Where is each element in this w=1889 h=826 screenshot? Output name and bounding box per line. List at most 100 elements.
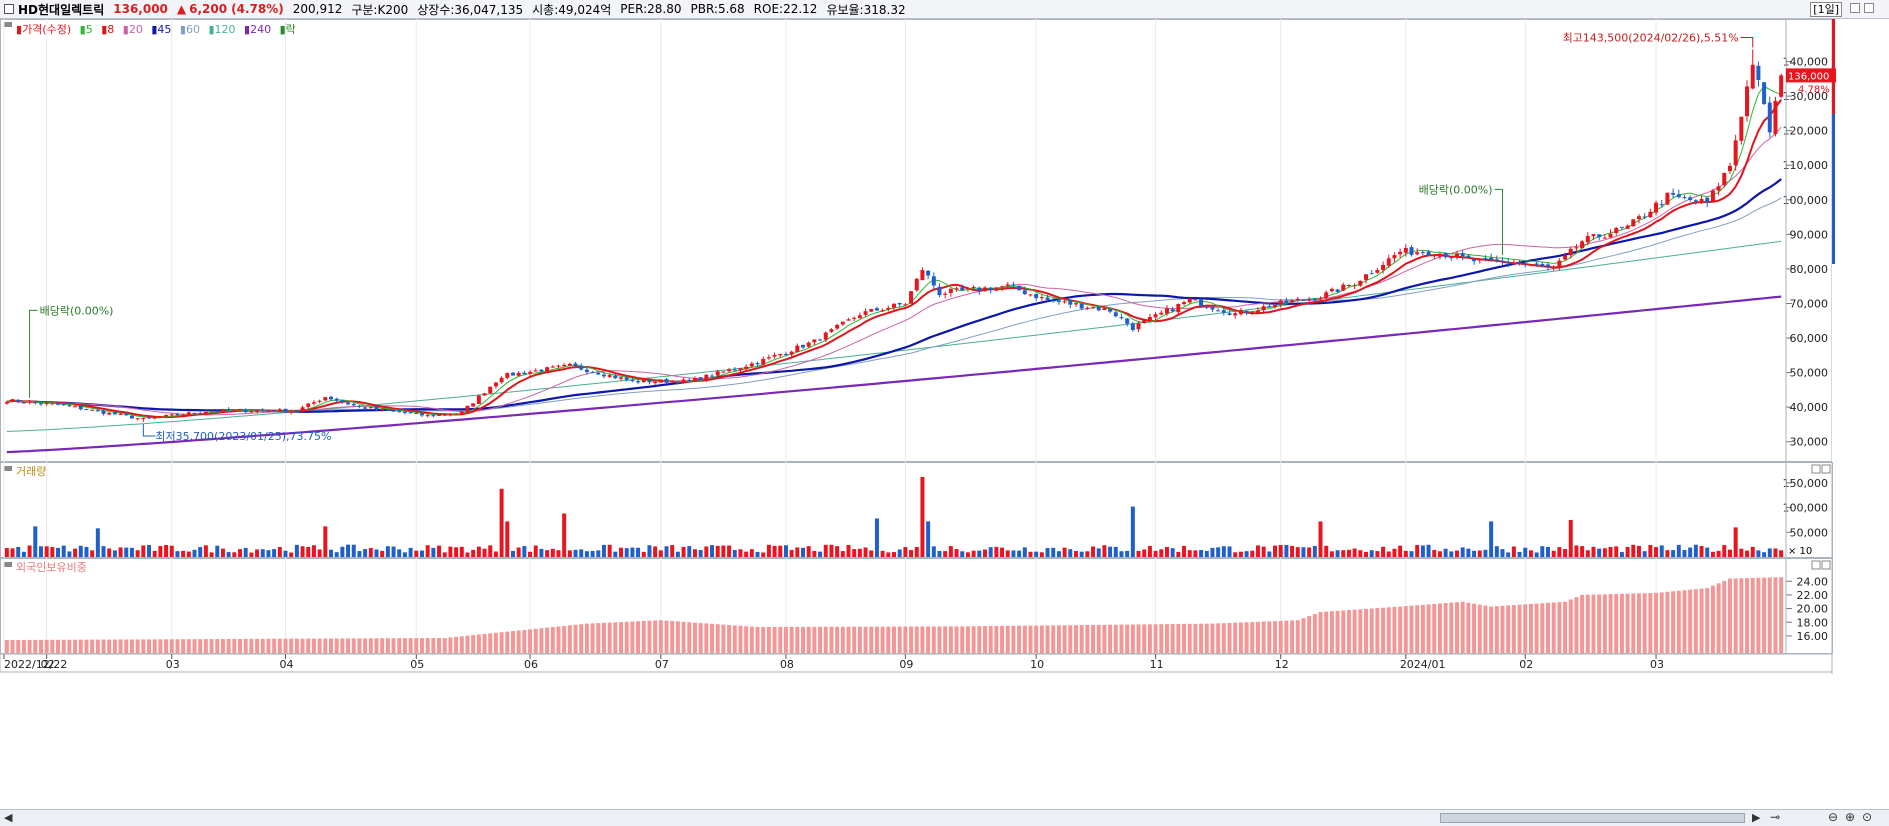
foreign-bar [1028, 625, 1033, 653]
volume-bar [454, 547, 459, 557]
volume-bar [33, 526, 38, 557]
candle [1096, 306, 1101, 311]
foreign-bar [886, 626, 891, 653]
foreign-bar [1608, 594, 1613, 653]
volume-panel-max-icon[interactable] [1811, 464, 1821, 474]
volume-bar [249, 552, 254, 557]
foreign-bar [926, 626, 931, 653]
candle [1398, 251, 1403, 255]
volume-bar [630, 547, 635, 557]
price-tick-label: 130,000 [1783, 90, 1829, 103]
foreign-panel-max-icon[interactable] [1811, 560, 1821, 570]
volume-bar [414, 550, 419, 557]
volume-bar [556, 550, 561, 557]
candle [812, 339, 817, 343]
volume-bar [738, 549, 743, 557]
scroll-left-icon[interactable]: ◀ [4, 811, 13, 824]
foreign-bar [965, 626, 970, 653]
candle [408, 412, 413, 414]
volume-bar [1056, 551, 1061, 557]
candle [1762, 82, 1767, 105]
foreign-bar [1199, 623, 1204, 653]
candle [203, 412, 208, 414]
volume-bar [863, 547, 868, 557]
scroll-right-icon[interactable]: ▶ [1752, 811, 1761, 824]
volume-bar [766, 544, 771, 557]
volume-panel-close-icon[interactable] [1821, 464, 1831, 474]
zoom-out-icon[interactable]: ⊖ [1828, 810, 1839, 824]
roe-value: ROE:22.12 [753, 2, 818, 16]
volume-bar [522, 546, 527, 557]
volume-bar [294, 544, 299, 557]
foreign-bar [152, 639, 157, 653]
zoom-reset-icon[interactable]: ⊙ [1862, 810, 1873, 824]
volume-bar [329, 549, 333, 557]
candle [1085, 307, 1090, 309]
foreign-bar [1227, 622, 1232, 653]
horizontal-scrollbar[interactable]: ◀ ▶ ⊸ ⊖ ⊕ ⊙ [0, 809, 1889, 826]
volume-bar [1017, 550, 1022, 557]
foreign-bar [1483, 605, 1488, 653]
candle [1073, 303, 1078, 305]
volume-bar [1119, 551, 1124, 557]
foreign-panel-close-icon[interactable] [1821, 560, 1831, 570]
price-tick-label: 30,000 [1790, 436, 1829, 449]
foreign-bar [1437, 603, 1442, 653]
foreign-bar [545, 627, 550, 653]
zoom-in-icon[interactable]: ⊕ [1845, 810, 1856, 824]
candle [1204, 306, 1209, 308]
volume-bar [374, 549, 379, 557]
date-tick-label: 04 [280, 658, 294, 671]
candle [101, 410, 106, 414]
candle [1574, 247, 1579, 249]
volume-bar [1073, 551, 1078, 557]
volume-bar [1597, 548, 1602, 557]
volume-bar [1312, 546, 1317, 557]
close-icon[interactable] [1864, 3, 1874, 13]
volume-tick-label: 50,000 [1790, 526, 1829, 539]
foreign-bar [1017, 625, 1022, 653]
foreign-bar [1557, 602, 1562, 653]
volume-bar [852, 549, 857, 557]
candle [971, 286, 976, 288]
volume-bar [914, 547, 919, 557]
candle [840, 321, 845, 325]
foreign-ratio-bars [4, 577, 1784, 653]
volume-bar [704, 546, 709, 557]
chart-header-bar: HD현대일렉트릭 136,000 ▲ 6,200 (4.78%) 200,912… [0, 0, 1889, 19]
volume-bar [215, 545, 220, 557]
minimize-icon[interactable] [1850, 3, 1860, 13]
candle [1722, 173, 1727, 186]
foreign-bar [1500, 605, 1505, 653]
panel-handle-icon[interactable] [4, 22, 12, 27]
candle [419, 413, 424, 416]
volume-bar [1762, 552, 1767, 557]
period-selector[interactable]: [1일] [1810, 2, 1842, 17]
volume-bar [419, 550, 424, 557]
volume-bar [584, 551, 589, 557]
volume-bar [954, 549, 959, 557]
volume-bar [926, 521, 931, 557]
foreign-bar [1079, 625, 1084, 653]
candle [1386, 258, 1391, 266]
foreign-bar [1676, 590, 1681, 653]
scroll-thumb[interactable] [1440, 813, 1745, 823]
volume-bar [73, 548, 78, 557]
panel-checkbox[interactable] [4, 4, 14, 14]
candle [1409, 247, 1414, 255]
volume-bar [1204, 550, 1209, 557]
volume-bar [1642, 551, 1647, 557]
volume-bar [692, 549, 697, 557]
volume-panel-handle-icon[interactable] [4, 466, 12, 471]
volume-bar [323, 526, 328, 557]
stock-chart[interactable]: ▮가격(수정) ▮5 ▮8 ▮20 ▮45 ▮60 ▮120 ▮240 ▮락 거… [0, 19, 1889, 809]
candle [835, 324, 840, 329]
volume-bar [1244, 551, 1249, 557]
candle [118, 413, 123, 415]
volume-bar [499, 488, 504, 557]
foreign-bar [1426, 604, 1431, 653]
zoom-slider-icon[interactable]: ⊸ [1770, 810, 1781, 824]
candle [1375, 270, 1380, 273]
foreign-bar [397, 638, 402, 653]
foreign-panel-handle-icon[interactable] [4, 562, 12, 567]
